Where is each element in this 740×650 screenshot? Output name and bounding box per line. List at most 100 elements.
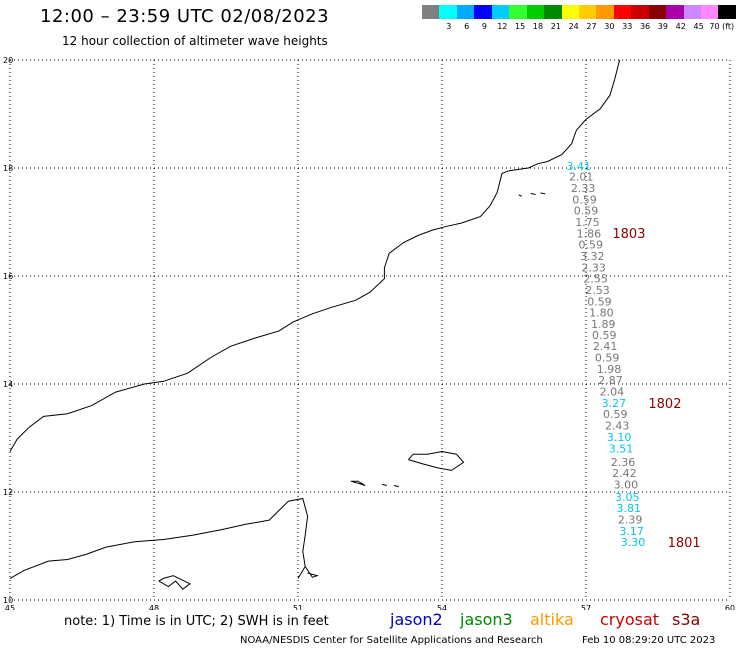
wave-height-label: 0.59 bbox=[587, 295, 612, 308]
color-swatch bbox=[631, 5, 649, 19]
wave-height-label: 3.81 bbox=[616, 502, 641, 515]
scale-label: 39 bbox=[657, 22, 668, 31]
scale-label: 42 bbox=[675, 22, 686, 31]
scale-label: 36 bbox=[639, 22, 651, 31]
color-scale-labels: 3 6 9 12 15 18 21 24 27 30 33 36 39 42 45 70 (ft) bbox=[422, 22, 736, 31]
wave-height-label: 2.87 bbox=[598, 374, 623, 387]
coastline-horn_hook bbox=[304, 566, 319, 578]
coastline-islet2 bbox=[381, 483, 387, 486]
scale-label: 45 bbox=[693, 22, 704, 31]
wave-height-label: 1.89 bbox=[591, 318, 616, 331]
wave-height-label: 0.59 bbox=[572, 193, 597, 206]
color-swatch bbox=[666, 5, 684, 19]
wave-height-label: 2.41 bbox=[593, 340, 618, 353]
wave-height-label: 0.59 bbox=[574, 205, 599, 218]
wave-height-label: 2.36 bbox=[611, 456, 636, 469]
wave-height-label: 3.10 bbox=[607, 431, 632, 444]
color-swatch bbox=[718, 5, 736, 19]
latitude-tick-label: 18 bbox=[3, 164, 13, 173]
wave-height-label: 0.59 bbox=[603, 408, 628, 421]
color-swatch bbox=[509, 5, 527, 19]
wave-height-observations: 3.412.012.330.590.591.751.860.593.322.33… bbox=[567, 160, 646, 549]
color-swatch bbox=[526, 5, 545, 19]
color-swatch bbox=[578, 5, 597, 19]
longitude-tick-label: 45 bbox=[5, 604, 15, 610]
wave-height-label: 0.59 bbox=[592, 329, 617, 342]
footer: note: 1) Time is in UTC; 2) SWH is in fe… bbox=[0, 610, 740, 650]
coastlines bbox=[9, 59, 621, 590]
coastline-socotra bbox=[408, 450, 465, 471]
scale-label: 70 (ft) bbox=[709, 22, 735, 31]
wave-height-label: 3.05 bbox=[615, 491, 640, 504]
wave-height-label: 3.27 bbox=[602, 397, 627, 410]
color-swatch bbox=[439, 5, 457, 19]
wave-height-label: 2.53 bbox=[585, 284, 610, 297]
legend-altika: altika bbox=[530, 610, 574, 629]
pass-number-label: 1802 bbox=[648, 397, 681, 412]
color-swatch bbox=[422, 5, 440, 19]
legend-jason3: jason3 bbox=[460, 610, 513, 629]
coastline-mainland bbox=[9, 59, 621, 452]
scale-label: 12 bbox=[497, 22, 508, 31]
scale-label: 24 bbox=[568, 22, 579, 31]
footer-credit: NOAA/NESDIS Center for Satellite Applica… bbox=[240, 635, 543, 646]
wave-height-label: 2.43 bbox=[605, 420, 630, 433]
color-swatch bbox=[561, 5, 579, 19]
color-swatch bbox=[701, 5, 719, 19]
scale-label: 9 bbox=[481, 22, 487, 31]
coastline-scribble bbox=[158, 575, 191, 590]
scale-label: 18 bbox=[532, 22, 544, 31]
wave-height-label: 2.01 bbox=[569, 171, 594, 184]
scale-label: 6 bbox=[464, 22, 470, 31]
lat-lon-grid bbox=[9, 59, 731, 601]
scale-label: 27 bbox=[586, 22, 597, 31]
wave-height-label: 2.04 bbox=[600, 386, 625, 399]
longitude-tick-label: 60 bbox=[725, 604, 735, 610]
wave-height-color-scale: 3 6 9 12 15 18 21 24 27 30 33 36 39 42 45 70 (ft) bbox=[422, 5, 736, 37]
map-title: 12:00 – 23:59 UTC 02/08/2023 bbox=[40, 6, 330, 27]
wave-height-label: 2.55 bbox=[583, 273, 608, 286]
wave-height-label: 2.33 bbox=[581, 261, 606, 274]
wave-height-label: 0.59 bbox=[579, 239, 604, 252]
color-swatch bbox=[683, 5, 701, 19]
wave-height-label: 2.39 bbox=[618, 514, 643, 527]
latitude-tick-label: 12 bbox=[3, 488, 13, 497]
footer-note: note: 1) Time is in UTC; 2) SWH is in fe… bbox=[64, 614, 329, 629]
wave-height-label: 2.42 bbox=[612, 467, 637, 480]
longitude-tick-label: 57 bbox=[581, 604, 591, 610]
wave-height-label: 3.32 bbox=[580, 250, 605, 263]
scale-label: 15 bbox=[515, 22, 526, 31]
axis-tick-labels: 45 48 51 54 57 60 20 18 16 14 12 10 bbox=[3, 56, 735, 610]
color-swatch bbox=[491, 5, 510, 19]
wave-height-label: 3.17 bbox=[619, 525, 644, 538]
longitude-tick-label: 48 bbox=[149, 604, 159, 610]
wave-height-label: 1.75 bbox=[575, 216, 600, 229]
wave-height-label: 2.33 bbox=[571, 182, 596, 195]
color-swatch bbox=[456, 5, 475, 19]
map-subtitle: 12 hour collection of altimeter wave hei… bbox=[62, 34, 328, 48]
footer-timestamp: Feb 10 08:29:20 UTC 2023 bbox=[582, 635, 716, 646]
coastline-kuria3 bbox=[540, 192, 546, 195]
wave-height-label: 1.98 bbox=[597, 363, 622, 376]
longitude-tick-label: 51 bbox=[293, 604, 303, 610]
latitude-tick-label: 16 bbox=[3, 272, 13, 281]
color-swatches bbox=[422, 5, 736, 19]
wave-height-label: 3.41 bbox=[567, 160, 592, 173]
coastline-kuria1 bbox=[518, 194, 522, 197]
color-swatch bbox=[544, 5, 562, 19]
latitude-tick-label: 20 bbox=[3, 56, 13, 65]
legend-s3a: s3a bbox=[672, 610, 701, 629]
longitude-tick-label: 54 bbox=[437, 604, 447, 610]
color-swatch bbox=[596, 5, 614, 19]
color-swatch bbox=[613, 5, 632, 19]
wave-height-label: 3.30 bbox=[621, 536, 646, 549]
pass-number-label: 1801 bbox=[668, 536, 701, 551]
latitude-tick-label: 14 bbox=[3, 380, 13, 389]
latitude-tick-label: 10 bbox=[3, 596, 13, 605]
pass-labels: 1803 1802 1801 bbox=[612, 227, 700, 551]
scale-label: 33 bbox=[622, 22, 633, 31]
wave-height-label: 1.86 bbox=[577, 227, 602, 240]
scale-label: 21 bbox=[550, 22, 561, 31]
color-swatch bbox=[648, 5, 667, 19]
